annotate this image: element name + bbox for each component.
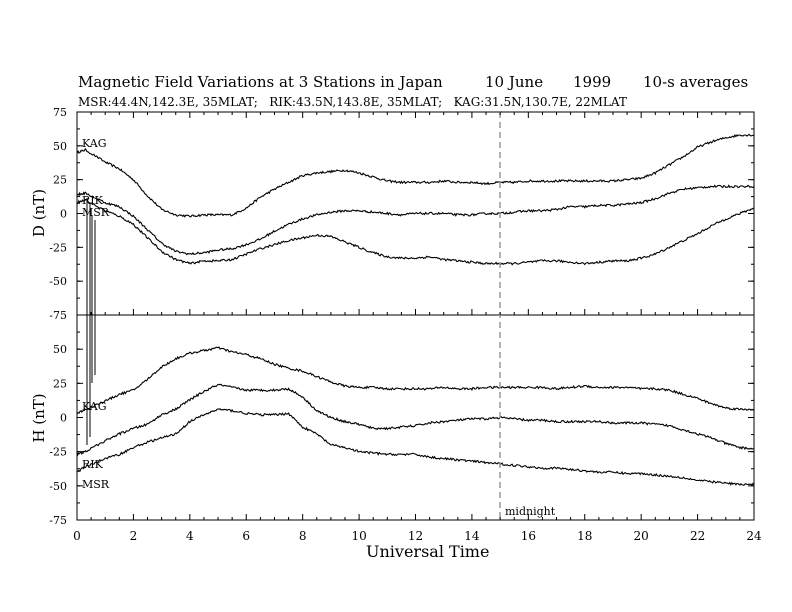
x-tick-label: 20 xyxy=(634,529,649,543)
x-tick-label: 2 xyxy=(130,529,138,543)
midnight-marker: midnight xyxy=(499,112,556,520)
x-axis-label: Universal Time xyxy=(366,542,490,561)
d-label-kag: KAG xyxy=(82,137,107,150)
x-tick-label: 14 xyxy=(464,529,480,543)
midnight-label: midnight xyxy=(505,505,556,518)
x-tick-label: 22 xyxy=(690,529,705,543)
d-ytick-label: -25 xyxy=(49,241,67,254)
h-series-rik xyxy=(76,383,755,457)
h-series-msr xyxy=(76,408,755,487)
chart-title-year: 1999 xyxy=(573,73,612,91)
h-ytick-label: 50 xyxy=(53,343,67,356)
x-tick-label: 24 xyxy=(746,529,762,543)
h-label-msr: MSR xyxy=(82,478,110,491)
chart-title: Magnetic Field Variations at 3 Stations … xyxy=(78,73,443,91)
h-label-kag: KAG xyxy=(82,400,107,413)
d-ytick-label: 0 xyxy=(60,208,67,221)
d-ytick-label: 25 xyxy=(53,174,67,187)
x-axis: 0 2 4 6 8 10 12 14 16 18 20 22 24 xyxy=(73,112,762,543)
x-tick-label: 6 xyxy=(242,529,250,543)
h-label-rik: RIK xyxy=(82,458,104,471)
h-ytick-label: 25 xyxy=(53,377,67,390)
h-panel: 50 25 0 -25 -50 -75 KAG RIK MSR xyxy=(49,198,755,527)
d-ytick-label: -75 xyxy=(49,309,67,322)
h-ytick-label: -75 xyxy=(49,514,67,527)
h-ytick-label: 0 xyxy=(60,412,67,425)
d-series-msr xyxy=(76,198,755,266)
d-ytick-label: 50 xyxy=(53,140,67,153)
x-tick-label: 18 xyxy=(577,529,592,543)
x-tick-label: 0 xyxy=(73,529,81,543)
chart-title-date: 10 June xyxy=(485,73,544,91)
d-series-rik xyxy=(76,184,755,256)
d-ytick-label: 75 xyxy=(53,106,67,119)
x-tick-label: 4 xyxy=(186,529,194,543)
h-ytick-label: -25 xyxy=(49,446,67,459)
d-label-msr: MSR xyxy=(82,206,110,219)
d-ytick-label: -50 xyxy=(49,275,67,288)
chart-title-averages: 10-s averages xyxy=(643,73,749,91)
x-tick-label: 10 xyxy=(351,529,366,543)
h-ytick-label: -50 xyxy=(49,480,67,493)
chart-subtitle: MSR:44.4N,142.3E, 35MLAT; RIK:43.5N,143.… xyxy=(78,95,627,109)
d-series-kag xyxy=(76,133,755,218)
h-panel-frame xyxy=(76,314,755,521)
x-tick-label: 16 xyxy=(521,529,536,543)
x-tick-label: 8 xyxy=(299,529,307,543)
x-tick-label: 12 xyxy=(408,529,423,543)
h-series-kag xyxy=(76,346,755,415)
